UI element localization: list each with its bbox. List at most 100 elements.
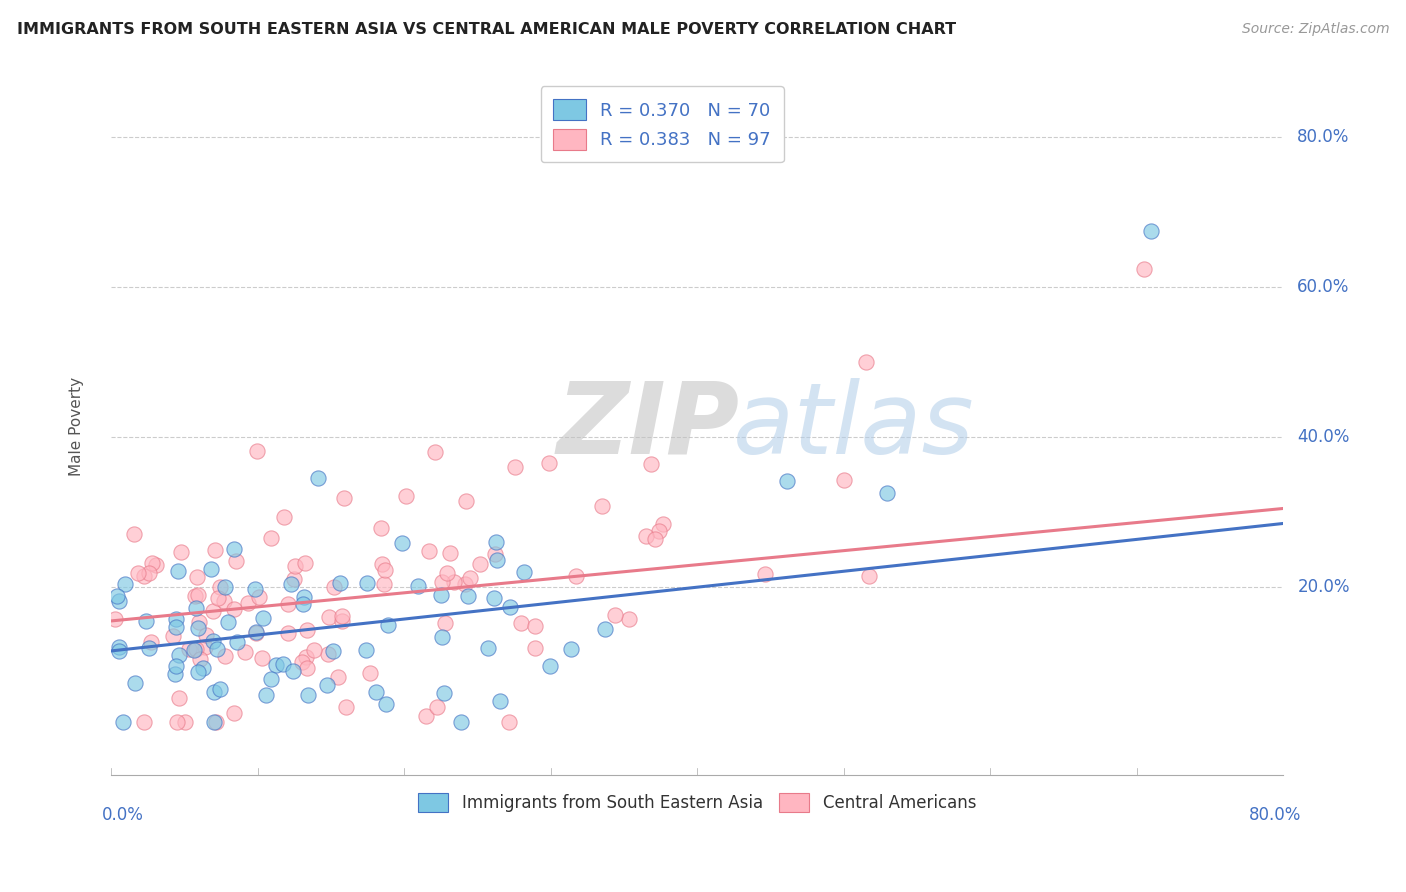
Point: [315, 678, 337, 692]
Point: [450, 715, 472, 730]
Point: [488, 694, 510, 708]
Point: [1133, 261, 1156, 276]
Point: [134, 715, 156, 730]
Point: [477, 640, 499, 655]
Point: [644, 532, 666, 546]
Point: [163, 666, 186, 681]
Point: [245, 625, 267, 640]
Point: [371, 557, 394, 571]
Point: [141, 557, 163, 571]
Point: [373, 577, 395, 591]
Point: [187, 665, 209, 680]
Text: 60.0%: 60.0%: [1298, 278, 1350, 296]
Point: [186, 621, 208, 635]
Point: [359, 665, 381, 680]
Point: [322, 644, 344, 658]
Point: [191, 661, 214, 675]
Point: [356, 576, 378, 591]
Point: [217, 615, 239, 629]
Point: [433, 686, 456, 700]
Text: 20.0%: 20.0%: [1298, 578, 1350, 596]
Point: [273, 657, 295, 672]
Point: [523, 618, 546, 632]
Point: [169, 690, 191, 705]
Point: [374, 563, 396, 577]
Point: [457, 589, 479, 603]
Point: [165, 612, 187, 626]
Point: [105, 590, 128, 604]
Point: [165, 659, 187, 673]
Point: [468, 557, 491, 571]
Point: [225, 554, 247, 568]
Point: [277, 626, 299, 640]
Point: [366, 685, 388, 699]
Point: [538, 659, 561, 673]
Point: [226, 635, 249, 649]
Point: [295, 624, 318, 638]
Point: [354, 642, 377, 657]
Point: [283, 572, 305, 586]
Text: 40.0%: 40.0%: [1298, 428, 1350, 446]
Point: [307, 471, 329, 485]
Point: [498, 715, 520, 730]
Point: [145, 558, 167, 573]
Point: [335, 700, 357, 714]
Legend: Immigrants from South Eastern Asia, Central Americans: Immigrants from South Eastern Asia, Cent…: [412, 786, 983, 819]
Point: [205, 641, 228, 656]
Text: 80.0%: 80.0%: [1298, 128, 1350, 146]
Point: [165, 619, 187, 633]
Point: [330, 614, 353, 628]
Point: [329, 576, 352, 591]
Point: [418, 544, 440, 558]
Point: [395, 489, 418, 503]
Point: [132, 569, 155, 583]
Point: [832, 473, 855, 487]
Text: atlas: atlas: [733, 377, 974, 475]
Point: [245, 444, 267, 458]
Point: [170, 545, 193, 559]
Point: [202, 604, 225, 618]
Point: [162, 629, 184, 643]
Point: [167, 564, 190, 578]
Point: [273, 510, 295, 524]
Point: [209, 580, 232, 594]
Point: [430, 575, 453, 590]
Point: [247, 590, 270, 604]
Point: [513, 566, 536, 580]
Point: [138, 566, 160, 580]
Point: [775, 474, 797, 488]
Point: [430, 588, 453, 602]
Point: [432, 630, 454, 644]
Point: [250, 651, 273, 665]
Point: [112, 715, 135, 730]
Point: [177, 641, 200, 656]
Point: [426, 700, 449, 714]
Point: [254, 688, 277, 702]
Point: [436, 566, 458, 580]
Point: [564, 569, 586, 583]
Point: [184, 589, 207, 603]
Point: [423, 445, 446, 459]
Point: [238, 596, 260, 610]
Point: [214, 581, 236, 595]
Text: Male Poverty: Male Poverty: [69, 376, 84, 475]
Point: [482, 591, 505, 605]
Point: [322, 580, 344, 594]
Point: [454, 576, 477, 591]
Point: [188, 652, 211, 666]
Point: [634, 529, 657, 543]
Point: [456, 493, 478, 508]
Point: [281, 664, 304, 678]
Point: [648, 524, 671, 538]
Point: [330, 609, 353, 624]
Point: [406, 579, 429, 593]
Point: [294, 557, 316, 571]
Point: [127, 566, 149, 580]
Point: [1140, 224, 1163, 238]
Point: [291, 597, 314, 611]
Point: [318, 648, 340, 662]
Point: [391, 535, 413, 549]
Point: [222, 542, 245, 557]
Point: [591, 499, 613, 513]
Point: [202, 633, 225, 648]
